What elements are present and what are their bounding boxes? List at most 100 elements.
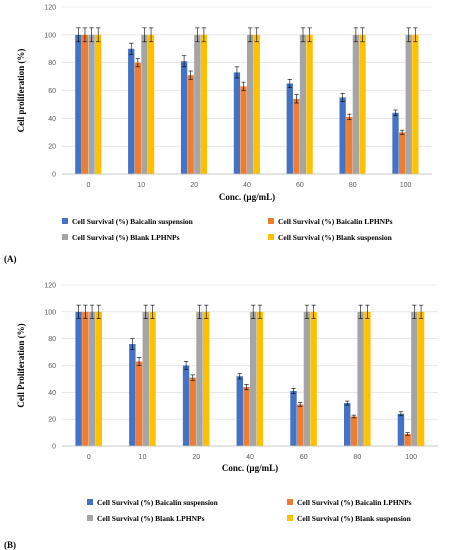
panel-label: (B) [4,540,16,550]
error-bar [399,129,405,135]
y-tick-label: 120 [44,283,56,290]
error-bar [143,304,148,319]
x-axis-title: Conc. (µg/mL) [219,192,275,202]
bar [81,34,89,175]
error-bar [244,383,249,390]
error-bar [136,357,142,366]
error-bar [96,304,101,319]
chart-b: 0 20 40 60 80 100 120 0 10 20 40 60 80 100 Conc. (µg/m… [4,283,438,550]
error-bar [398,411,404,417]
x-tick-label: 20 [190,182,198,189]
error-bar [257,304,263,319]
x-tick-label: 80 [349,182,357,189]
error-bar [418,304,424,319]
error-bar [76,304,81,319]
error-bar [130,338,135,350]
error-bar [204,304,209,319]
x-tick-label: 0 [86,182,90,189]
bar [286,83,293,174]
bar [247,34,254,175]
legend-swatch [87,499,93,505]
legend-swatch [268,234,274,240]
error-bar [241,81,246,91]
bar [182,365,190,446]
error-bar [353,27,359,43]
error-bar [129,42,134,55]
legend-swatch [87,515,93,521]
y-tick-label: 0 [52,444,56,451]
error-bar [304,304,310,319]
bar [141,34,148,175]
bar [236,376,243,446]
y-tick-label: 80 [48,336,56,343]
bar [412,34,419,175]
error-bar [365,304,370,319]
bar [189,377,196,446]
x-tick-label: 10 [139,454,147,461]
bar [95,311,102,446]
bar [404,433,411,446]
error-bar [251,304,256,319]
chart-a: 0 20 40 60 80 100 120 0 10 20 40 60 80 100 Conc. (µg/m… [4,5,432,264]
error-bar [82,27,88,43]
y-tick-label: 20 [48,417,56,424]
error-bar [360,27,365,43]
error-bar [287,79,292,89]
bar [350,416,358,446]
error-bar [406,27,411,43]
error-bar [150,304,155,319]
x-axis-title: Conc. (µg/mL) [222,463,278,473]
y-tick-label: 80 [48,60,56,67]
error-bar [347,113,352,121]
bar [135,361,143,446]
legend-entry: Cell Survival (%) Blank suspension [268,233,393,242]
error-bar [412,304,417,319]
x-tick-label: 0 [87,454,91,461]
legend-entry: Cell Survival (%) Baicalin LPHNPs [287,498,412,507]
bar [344,403,351,446]
legend-swatch [62,234,68,240]
bar [88,311,96,446]
bar [357,311,364,446]
legend-label: Cell Survival (%) Baicalin suspension [72,217,194,226]
bar [142,311,149,446]
error-bar [95,27,101,43]
legend-label: Cell Survival (%) Baicalin LPHNPs [278,217,393,226]
y-tick-label: 40 [48,390,56,397]
bar [253,34,260,175]
error-bar [190,374,195,381]
error-bar [298,402,303,407]
error-bar [83,304,88,319]
y-tick-label: 100 [44,309,56,316]
bar [95,34,102,175]
error-bar [181,55,187,68]
bar [310,311,317,446]
bar [75,34,82,175]
bar [417,311,425,446]
y-axis-title: Cell proliferation (%) [16,49,26,133]
legend-entry: Cell Survival (%) Blank LPHNPs [62,233,180,242]
bar [339,97,346,174]
error-bar [291,388,296,394]
error-bar [307,27,312,43]
bar [203,311,210,446]
bar [364,311,371,446]
bar [405,34,412,175]
error-bar [183,361,189,370]
error-bar [148,27,154,43]
bar [200,34,208,175]
legend-swatch [287,499,293,505]
bar [187,75,194,174]
legend-swatch [287,515,293,521]
x-tick-label: 60 [296,182,304,189]
x-tick-label: 20 [192,454,200,461]
error-bar [89,304,95,319]
error-bar [413,27,418,43]
bar [88,34,95,175]
y-tick-label: 100 [44,32,56,39]
bar [297,404,304,446]
error-bar [89,27,94,43]
bar [293,98,300,174]
bar [346,116,353,174]
bar [359,34,366,175]
